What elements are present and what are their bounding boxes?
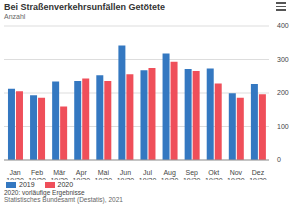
svg-text:100: 100 bbox=[277, 123, 287, 130]
svg-text:Dez19/20: Dez19/20 bbox=[249, 169, 267, 180]
svg-text:400: 400 bbox=[277, 22, 287, 29]
svg-text:Apr19/20: Apr19/20 bbox=[73, 169, 91, 180]
svg-text:Jun19/20: Jun19/20 bbox=[117, 169, 135, 180]
svg-text:Sep19/20: Sep19/20 bbox=[183, 169, 201, 180]
svg-text:Mär19/20: Mär19/20 bbox=[50, 169, 68, 180]
html-text:2020: vorläufige Ergebnisse: 2020: vorläufige Ergebnisse bbox=[4, 189, 85, 196]
svg-text:0: 0 bbox=[277, 156, 281, 163]
svg-text:Okt19/20: Okt19/20 bbox=[205, 169, 223, 180]
svg-text:Feb19/20: Feb19/20 bbox=[28, 169, 46, 180]
html-text:Bei Straßenverkehrsunfällen Ge: Bei Straßenverkehrsunfällen Getötete bbox=[4, 2, 166, 12]
html-text:2019: 2019 bbox=[19, 181, 35, 188]
svg-text:300: 300 bbox=[277, 56, 287, 63]
html-text:Anzahl: Anzahl bbox=[4, 13, 26, 20]
svg-text:Jan19/20: Jan19/20 bbox=[8, 169, 24, 180]
svg-text:Mai19/20: Mai19/20 bbox=[95, 169, 113, 180]
svg-text:Jul19/20: Jul19/20 bbox=[139, 169, 157, 180]
svg-text:200: 200 bbox=[277, 89, 287, 96]
svg-text:Aug19/20: Aug19/20 bbox=[161, 169, 179, 180]
html-text:Statistisches Bundesamt (Desta: Statistisches Bundesamt (Destatis), 2021 bbox=[4, 196, 123, 203]
svg-text:Nov19/20: Nov19/20 bbox=[227, 169, 245, 180]
html-text:2020: 2020 bbox=[57, 181, 74, 188]
